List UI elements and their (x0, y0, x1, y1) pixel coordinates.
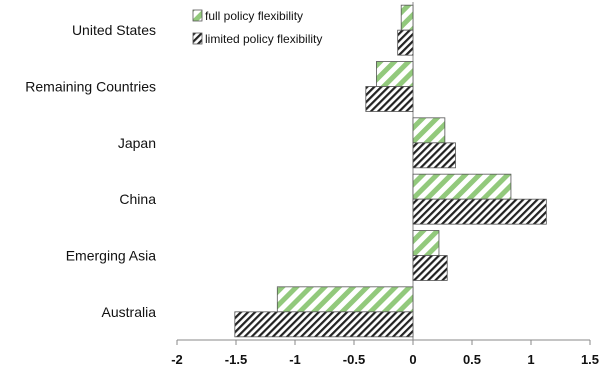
category-label-china: China (119, 191, 156, 207)
bar-full-policy-flexibility-united-states (400, 4, 414, 31)
x-tick-label: 1.5 (581, 352, 599, 367)
bar-full-policy-flexibility-japan (412, 117, 446, 144)
bar-full-policy-flexibility-china (412, 173, 512, 200)
bar-limited-policy-flexibility-remaining-countries (365, 86, 414, 112)
category-label-emerging-asia: Emerging Asia (66, 248, 156, 264)
legend-label-full-policy-flexibility: full policy flexibility (205, 9, 303, 23)
x-tick-label: 1 (527, 352, 534, 367)
x-tick-label: 0.5 (463, 352, 481, 367)
x-tick-label: -0.5 (343, 352, 365, 367)
bar-limited-policy-flexibility-china (412, 198, 547, 225)
x-tick-label: -1.5 (225, 352, 247, 367)
category-label-australia: Australia (102, 304, 157, 320)
category-label-remaining-countries: Remaining Countries (25, 79, 156, 95)
legend-label-limited-policy-flexibility: limited policy flexibility (205, 32, 322, 46)
bar-limited-policy-flexibility-united-states (397, 29, 414, 56)
bar-limited-policy-flexibility-japan (412, 142, 456, 169)
category-label-japan: Japan (118, 135, 156, 151)
x-tick-label: 0 (409, 352, 416, 367)
bar-full-policy-flexibility-australia (276, 286, 414, 313)
bar-limited-policy-flexibility-australia (234, 311, 414, 338)
legend-swatch-limited-policy-flexibility (192, 32, 203, 45)
bar-limited-policy-flexibility-emerging-asia (412, 255, 448, 281)
category-label-united-states: United States (72, 22, 156, 38)
bar-full-policy-flexibility-remaining-countries (376, 61, 414, 87)
x-tick-label: -1 (289, 352, 301, 367)
x-tick-label: -2 (171, 352, 183, 367)
legend-swatch-full-policy-flexibility (192, 9, 203, 22)
bar-full-policy-flexibility-emerging-asia (412, 230, 440, 256)
